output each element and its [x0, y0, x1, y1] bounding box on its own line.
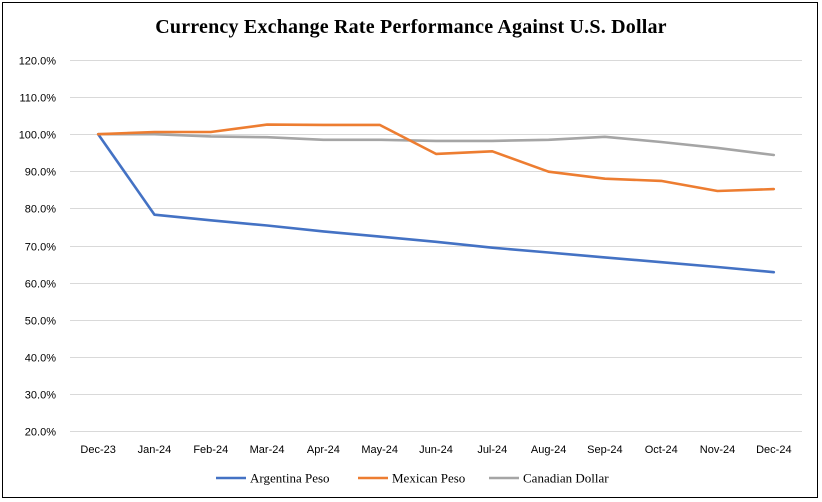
- y-tick-label: 80.0%: [25, 204, 56, 216]
- x-tick-label: May-24: [361, 444, 398, 456]
- gridlines: [70, 60, 802, 432]
- legend: Argentina Peso Mexican Peso Canadian Dolla…: [216, 471, 609, 486]
- chart-title: Currency Exchange Rate Performance Again…: [155, 16, 667, 38]
- x-tick-label: Jun-24: [419, 444, 453, 456]
- y-axis-tick-labels: 20.0% 30.0% 40.0% 50.0% 60.0% 70.0% 80.0% 90.0%…: [19, 56, 57, 439]
- x-tick-label: Jul-24: [477, 444, 507, 456]
- y-tick-label: 60.0%: [25, 279, 56, 291]
- y-tick-label: 90.0%: [25, 167, 56, 179]
- x-tick-label: Feb-24: [193, 444, 228, 456]
- legend-label-canadian-dollar: Canadian Dollar: [523, 471, 609, 486]
- x-tick-label: Mar-24: [250, 444, 285, 456]
- x-tick-label: Dec-24: [756, 444, 791, 456]
- legend-label-argentina-peso: Argentina Peso: [250, 471, 330, 486]
- y-tick-label: 110.0%: [20, 93, 57, 105]
- y-tick-label: 30.0%: [25, 390, 56, 402]
- x-axis-tick-labels: Dec-23 Jan-24 Feb-24 Mar-24 Apr-24 May-24 Jun-…: [80, 444, 791, 456]
- y-tick-label: 70.0%: [25, 242, 56, 254]
- series-line-canadian-dollar: [96, 132, 776, 157]
- x-tick-label: Jan-24: [138, 444, 172, 456]
- series-lines: [96, 123, 776, 274]
- y-tick-label: 100.0%: [19, 130, 57, 142]
- x-tick-label: Sep-24: [587, 444, 622, 456]
- x-tick-label: Nov-24: [700, 444, 735, 456]
- series-line-argentina-peso: [96, 132, 776, 274]
- y-tick-label: 40.0%: [25, 353, 56, 365]
- y-tick-label: 20.0%: [25, 427, 56, 439]
- y-tick-label: 50.0%: [25, 316, 56, 328]
- x-tick-label: Dec-23: [80, 444, 115, 456]
- x-tick-label: Aug-24: [531, 444, 566, 456]
- legend-label-mexican-peso: Mexican Peso: [392, 471, 465, 486]
- x-tick-label: Oct-24: [645, 444, 678, 456]
- x-tick-label: Apr-24: [307, 444, 340, 456]
- series-line-mexican-peso: [96, 123, 776, 193]
- y-tick-label: 120.0%: [19, 56, 57, 68]
